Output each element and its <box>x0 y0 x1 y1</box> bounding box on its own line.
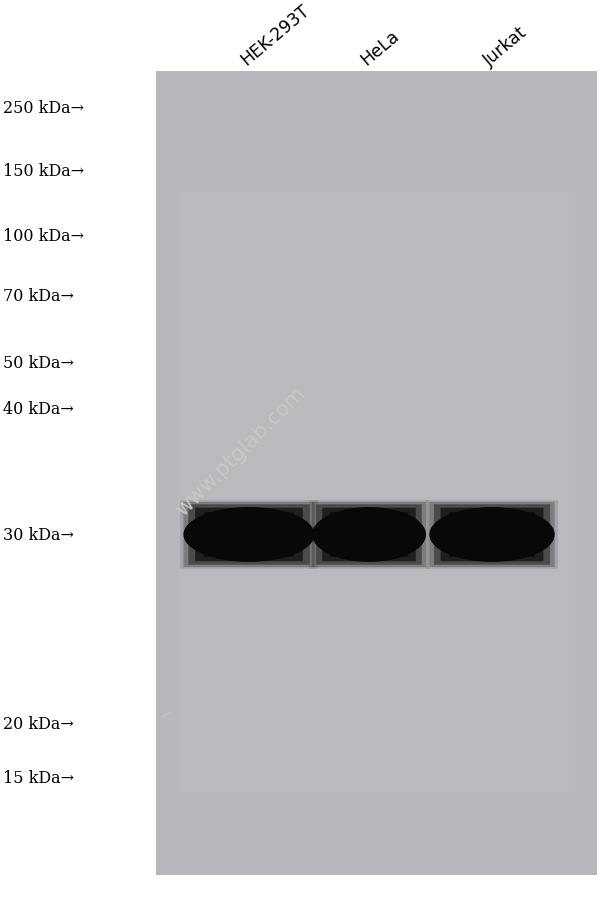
Bar <box>156 72 597 875</box>
Text: HeLa: HeLa <box>358 27 403 69</box>
Ellipse shape <box>184 508 314 562</box>
Text: 250 kDa→: 250 kDa→ <box>3 100 84 116</box>
Text: 30 kDa→: 30 kDa→ <box>3 527 74 543</box>
Text: 15 kDa→: 15 kDa→ <box>3 769 74 786</box>
FancyBboxPatch shape <box>184 502 314 567</box>
FancyBboxPatch shape <box>434 505 550 565</box>
FancyBboxPatch shape <box>449 512 535 557</box>
FancyBboxPatch shape <box>180 501 318 569</box>
FancyBboxPatch shape <box>322 508 416 562</box>
FancyBboxPatch shape <box>330 512 408 557</box>
FancyBboxPatch shape <box>426 501 558 569</box>
Text: 40 kDa→: 40 kDa→ <box>3 400 74 417</box>
Text: 70 kDa→: 70 kDa→ <box>3 288 74 304</box>
FancyBboxPatch shape <box>430 502 554 567</box>
FancyBboxPatch shape <box>312 502 426 567</box>
Bar <box>178 192 575 795</box>
Text: 150 kDa→: 150 kDa→ <box>3 163 84 179</box>
FancyBboxPatch shape <box>204 512 294 557</box>
FancyBboxPatch shape <box>195 508 303 562</box>
FancyBboxPatch shape <box>309 501 429 569</box>
Text: Jurkat: Jurkat <box>481 23 531 69</box>
Text: 50 kDa→: 50 kDa→ <box>3 355 74 372</box>
FancyBboxPatch shape <box>188 505 310 565</box>
Text: www.ptglab.com: www.ptglab.com <box>172 382 308 520</box>
FancyBboxPatch shape <box>316 505 422 565</box>
Text: 20 kDa→: 20 kDa→ <box>3 715 74 732</box>
Ellipse shape <box>312 508 426 562</box>
FancyBboxPatch shape <box>440 508 544 562</box>
Text: 100 kDa→: 100 kDa→ <box>3 228 84 244</box>
Ellipse shape <box>430 508 554 562</box>
Text: HEK-293T: HEK-293T <box>238 2 313 69</box>
